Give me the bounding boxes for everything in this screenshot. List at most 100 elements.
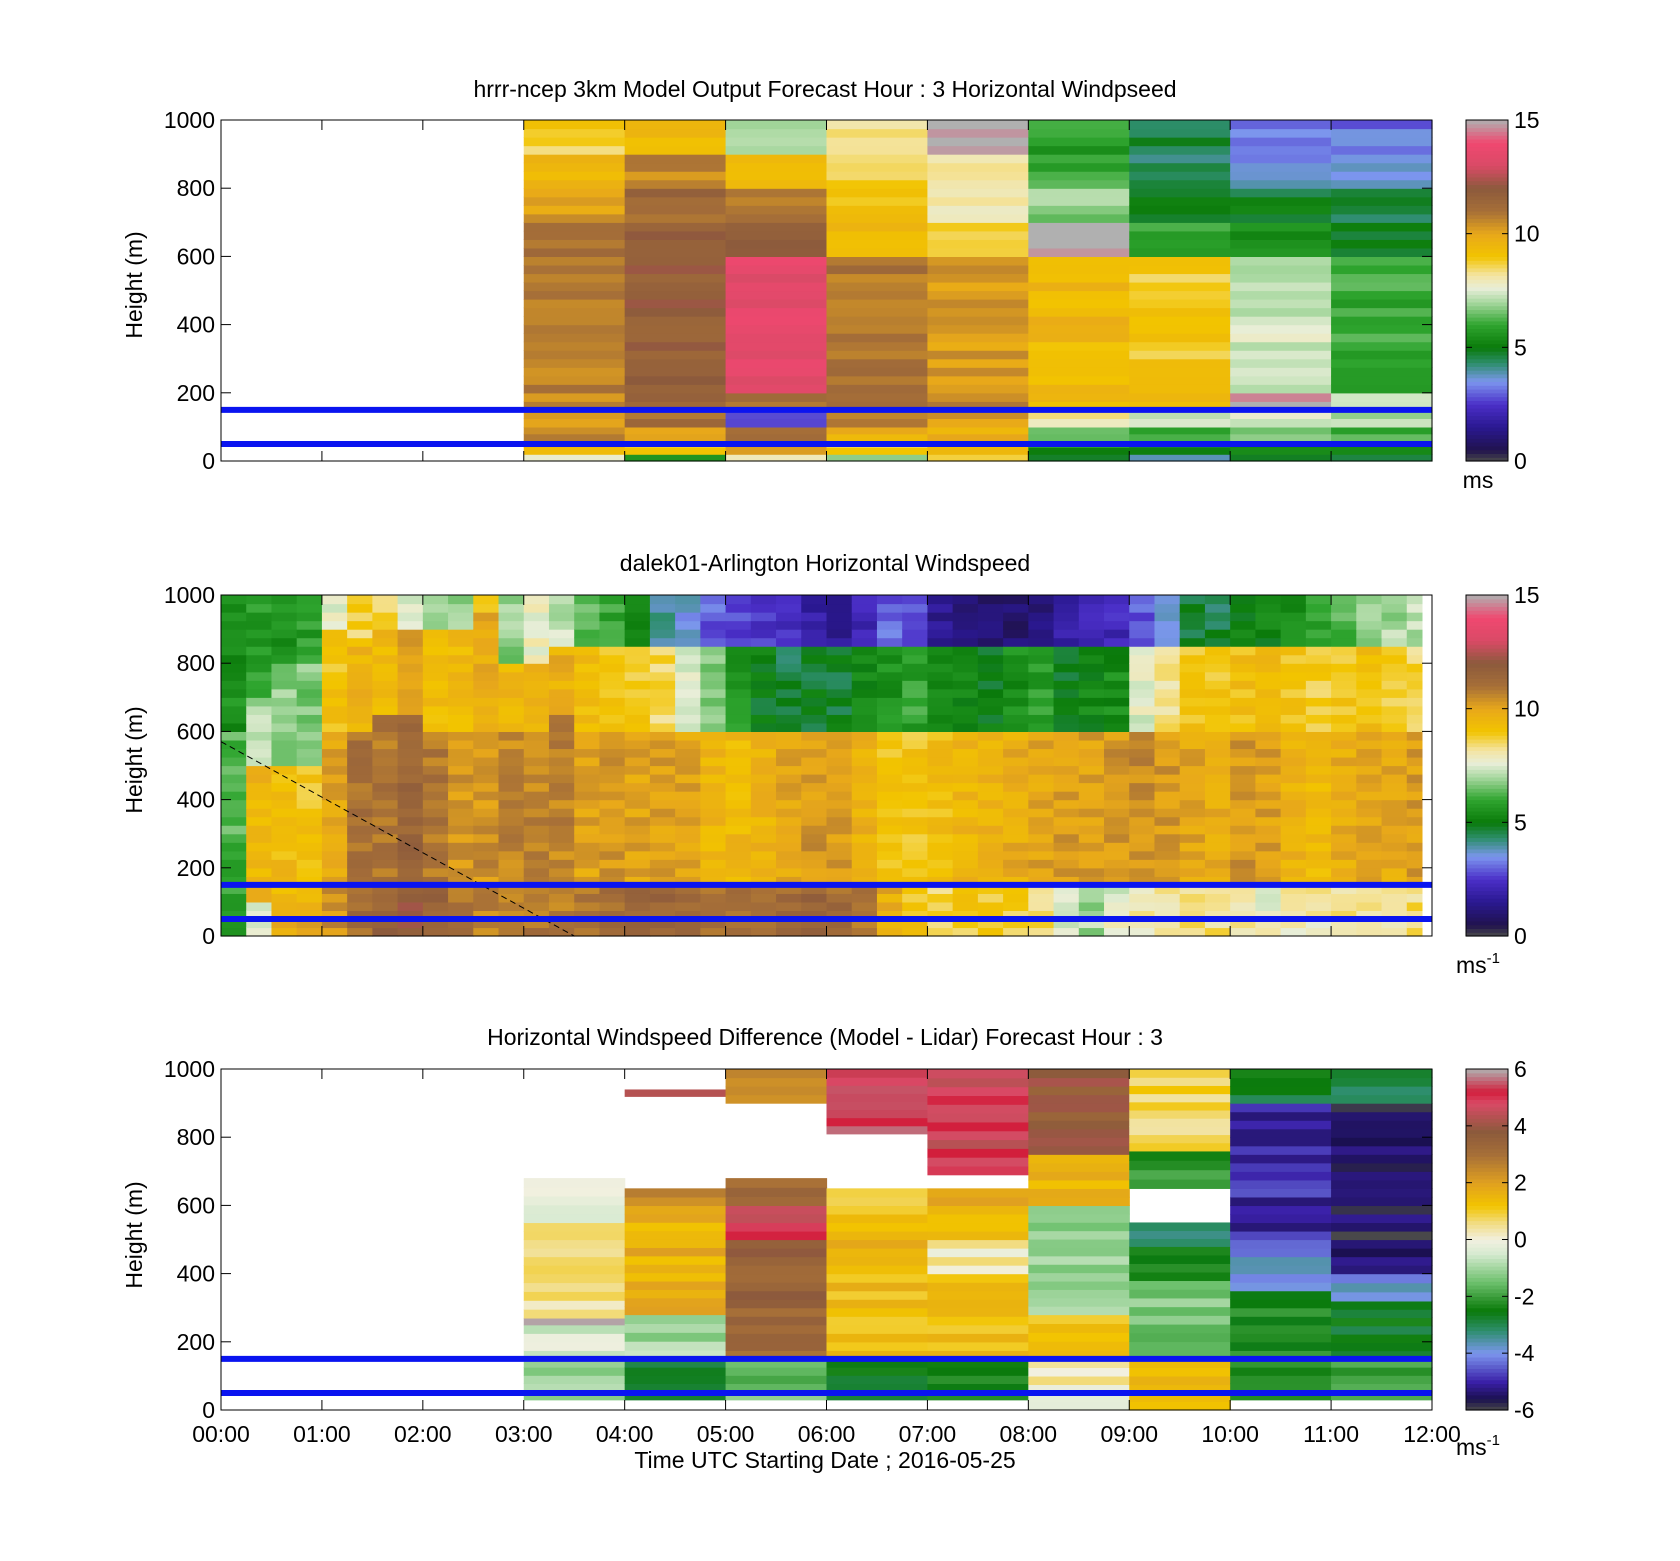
colorbar-segment xyxy=(1466,886,1508,892)
heatmap-cell xyxy=(1331,1317,1433,1327)
colorbar-segment xyxy=(1466,1228,1508,1233)
heatmap-cell xyxy=(927,281,1029,292)
heatmap-cell xyxy=(1129,620,1156,630)
heatmap-cell xyxy=(1230,688,1256,698)
heatmap-cell xyxy=(1078,731,1105,741)
heatmap-cell xyxy=(1356,722,1383,732)
heatmap-cell xyxy=(1356,637,1383,647)
heatmap-cell xyxy=(1381,893,1408,903)
heatmap-cell xyxy=(750,910,777,920)
colorbar-segment xyxy=(1466,1273,1508,1278)
heatmap-cell xyxy=(1280,739,1307,750)
heatmap-cell xyxy=(624,454,727,462)
heatmap-cell xyxy=(498,825,525,835)
heatmap-cell xyxy=(574,867,601,877)
heatmap-cell xyxy=(246,927,273,937)
heatmap-cell xyxy=(448,765,474,775)
heatmap-cell xyxy=(624,299,727,309)
heatmap-cell xyxy=(599,739,626,750)
heatmap-cell xyxy=(599,901,626,912)
heatmap-cell xyxy=(826,791,853,801)
heatmap-cell xyxy=(523,799,550,809)
heatmap-cell xyxy=(902,595,929,605)
heatmap-cell xyxy=(776,774,802,784)
heatmap-cell xyxy=(1154,595,1181,605)
heatmap-cell xyxy=(1305,748,1332,758)
panel-diff-ylabel: Height (m) xyxy=(121,1181,147,1288)
heatmap-cell xyxy=(1078,842,1105,852)
heatmap-cell xyxy=(1230,426,1332,435)
colorbar-segment xyxy=(1466,864,1508,869)
heatmap-cell xyxy=(725,731,752,741)
heatmap-cell xyxy=(1230,910,1256,920)
heatmap-cell xyxy=(624,714,651,724)
heatmap-cell xyxy=(1406,629,1423,639)
heatmap-cell xyxy=(523,418,626,428)
heatmap-cell xyxy=(826,264,929,275)
heatmap-cell xyxy=(422,859,449,869)
heatmap-cell xyxy=(1154,859,1181,869)
heatmap-cell xyxy=(1230,1383,1332,1393)
heatmap-cell xyxy=(498,799,525,809)
heatmap-cell xyxy=(1331,128,1433,138)
heatmap-cell xyxy=(1230,307,1332,317)
heatmap-cell xyxy=(523,859,550,869)
heatmap-cell xyxy=(801,756,828,767)
heatmap-cell xyxy=(876,705,903,715)
heatmap-cell xyxy=(649,748,676,758)
colorbar-segment xyxy=(1466,746,1508,751)
heatmap-cell xyxy=(372,671,399,681)
y-tick-label: 800 xyxy=(177,175,215,201)
heatmap-cell xyxy=(952,850,979,860)
heatmap-cell xyxy=(246,705,273,715)
heatmap-cell xyxy=(321,893,348,903)
heatmap-cell xyxy=(1028,867,1055,877)
heatmap-cell xyxy=(1129,1332,1231,1343)
heatmap-cell xyxy=(902,612,929,622)
heatmap-cell xyxy=(1230,1086,1332,1096)
heatmap-cell xyxy=(1028,825,1055,835)
heatmap-cell xyxy=(1003,654,1029,664)
heatmap-cell xyxy=(624,833,651,843)
heatmap-cell xyxy=(1331,409,1433,419)
heatmap-cell xyxy=(574,884,601,894)
heatmap-cell xyxy=(1003,816,1029,826)
heatmap-cell xyxy=(725,120,828,130)
heatmap-cell xyxy=(1078,748,1105,758)
heatmap-cell xyxy=(624,196,727,206)
heatmap-cell xyxy=(548,842,575,852)
heatmap-cell xyxy=(624,1213,727,1223)
heatmap-cell xyxy=(952,612,979,622)
heatmap-cell xyxy=(1280,833,1307,843)
heatmap-cell xyxy=(927,867,954,877)
heatmap-cell xyxy=(271,859,298,869)
heatmap-cell xyxy=(523,392,626,402)
heatmap-cell xyxy=(221,697,247,707)
heatmap-cell xyxy=(599,799,626,809)
heatmap-cell xyxy=(1179,927,1206,937)
heatmap-cell xyxy=(725,392,828,402)
heatmap-cell xyxy=(902,705,929,715)
y-tick-label: 1000 xyxy=(164,582,215,608)
heatmap-cell xyxy=(1230,620,1256,630)
heatmap-cell xyxy=(776,850,802,860)
heatmap-cell xyxy=(1028,850,1055,860)
colorbar-segment xyxy=(1466,411,1508,417)
heatmap-cell xyxy=(523,893,550,903)
heatmap-cell xyxy=(624,1306,727,1316)
colorbar-segment xyxy=(1466,426,1508,432)
colorbar-segment xyxy=(1466,632,1508,638)
heatmap-cell xyxy=(523,705,550,715)
heatmap-cell xyxy=(1179,774,1206,784)
heatmap-cell xyxy=(675,595,701,605)
heatmap-cell xyxy=(1230,196,1332,206)
heatmap-cell xyxy=(1003,739,1029,750)
colorbar-segment xyxy=(1466,1277,1508,1282)
heatmap-cell xyxy=(725,154,828,164)
heatmap-cell xyxy=(1028,447,1130,455)
colorbar-segment xyxy=(1466,317,1508,322)
heatmap-cell xyxy=(1230,1094,1332,1104)
heatmap-cell xyxy=(725,1341,828,1351)
colorbar-segment xyxy=(1466,453,1508,458)
heatmap-cell xyxy=(271,697,298,707)
